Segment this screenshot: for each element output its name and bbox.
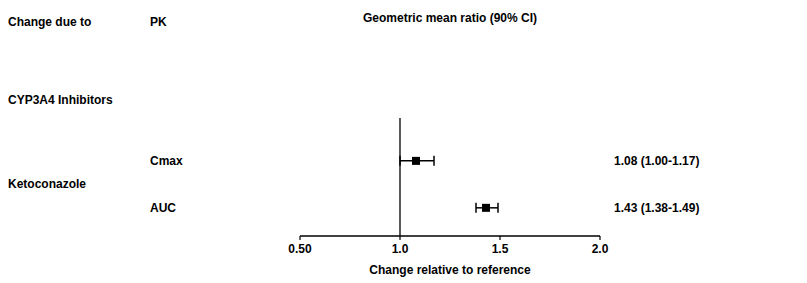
column-header: PK [150, 15, 167, 29]
row-label: Cmax [150, 154, 183, 168]
group-label: Ketoconazole [8, 177, 86, 191]
point-estimate [482, 204, 490, 212]
x-tick-label: 0.50 [288, 242, 312, 256]
x-tick [499, 236, 500, 240]
point-estimate [412, 157, 420, 165]
result-label: 1.43 (1.38-1.49) [614, 201, 699, 215]
x-tick-label: 2.0 [592, 242, 609, 256]
row-label: AUC [150, 201, 176, 215]
x-tick-label: 1.5 [492, 242, 509, 256]
title: Geometric mean ratio (90% CI) [363, 11, 537, 25]
x-tick-label: 1.0 [392, 242, 409, 256]
x-axis [300, 235, 600, 236]
ci-cap-low [399, 156, 401, 166]
plot-area [400, 118, 498, 236]
section-label: CYP3A4 Inhibitors [8, 93, 113, 107]
column-header: Change due to [8, 15, 91, 29]
x-tick [299, 236, 300, 240]
result-label: 1.08 (1.00-1.17) [614, 154, 699, 168]
reference-line [399, 118, 400, 236]
ci-cap-high [433, 156, 435, 166]
x-axis-label: Change relative to reference [369, 263, 531, 277]
x-tick [599, 236, 600, 240]
x-tick [399, 236, 400, 240]
chart: Change due to PK Geometric mean ratio (90%… [0, 0, 807, 283]
ci-cap-high [497, 203, 499, 213]
ci-cap-low [475, 203, 477, 213]
